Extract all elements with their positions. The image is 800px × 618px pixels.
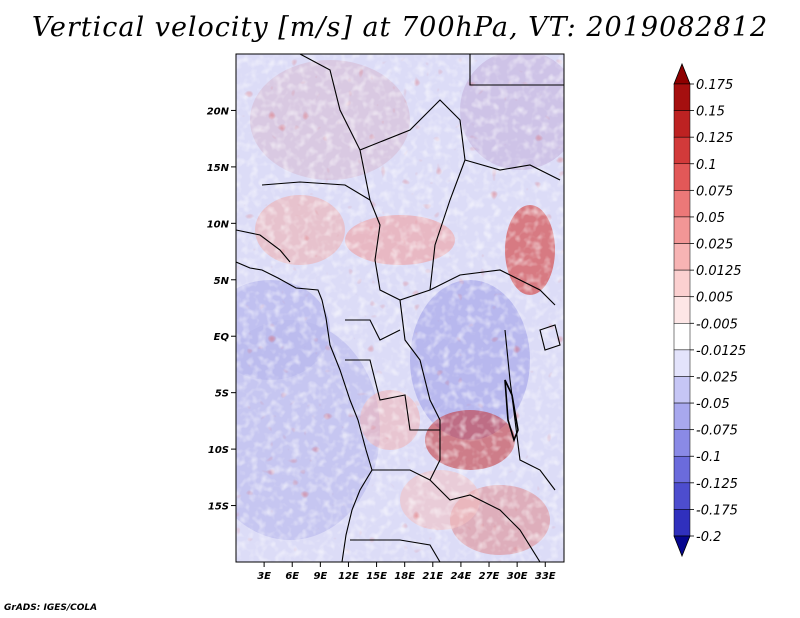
colorbar-label: -0.2: [696, 530, 721, 545]
lat-tick-label: 10S: [208, 445, 229, 456]
lon-tick-label: 18E: [394, 571, 415, 582]
colorbar-label: 0.075: [696, 184, 733, 199]
lon-tick-label: 21E: [422, 571, 443, 582]
border: [299, 54, 371, 201]
lon-tick-label: 6E: [285, 571, 299, 582]
colorbar-label: -0.025: [696, 370, 738, 385]
colorbar-label: -0.005: [696, 317, 738, 332]
colorbar-swatch: [673, 190, 691, 218]
lat-tick-label: 15N: [207, 163, 230, 174]
lon-tick-label: 24E: [451, 571, 472, 582]
lon-tick-label: 3E: [257, 571, 271, 582]
colorbar-label: -0.125: [696, 477, 738, 492]
colorbar-label: 0.005: [696, 291, 733, 306]
colorbar-swatch: [673, 243, 691, 271]
map-title: Vertical velocity [m/s] at 700hPa, VT: 2…: [31, 12, 769, 43]
colorbar-label: 0.1: [696, 158, 717, 173]
colorbar-label: 0.0125: [696, 264, 742, 279]
colorbar-swatch: [673, 323, 691, 351]
colorbar-swatch: [673, 163, 691, 191]
border: [464, 159, 561, 181]
colorbar-label: -0.05: [696, 397, 730, 412]
lon-tick-label: 15E: [366, 571, 387, 582]
border: [236, 229, 291, 263]
colorbar-swatch: [673, 376, 691, 404]
colorbar-swatch: [673, 349, 691, 377]
border: [359, 99, 466, 291]
colorbar-swatch: [673, 402, 691, 430]
lon-tick-label: 33E: [535, 571, 556, 582]
colorbar-swatch: [673, 269, 691, 297]
colorbar-swatch: [673, 455, 691, 484]
border: [261, 181, 556, 306]
lake: [539, 324, 561, 351]
colorbar-swatch: [673, 110, 691, 138]
colorbar-label: 0.05: [696, 211, 725, 226]
colorbar-swatch: [673, 482, 691, 510]
lat-tick-label: 15S: [208, 502, 229, 513]
lon-tick-label: 12E: [338, 571, 359, 582]
border: [345, 359, 440, 431]
lat-tick-label: 10N: [207, 219, 230, 230]
colorbar-label: 0.15: [696, 105, 725, 120]
colorbar-label: 0.175: [696, 78, 733, 93]
colorbar-swatch: [673, 83, 691, 111]
lon-tick-label: 9E: [313, 571, 327, 582]
contour-field: [236, 54, 564, 562]
border: [345, 319, 401, 341]
credit-label: GrADS: IGES/COLA: [4, 603, 98, 613]
border: [350, 539, 441, 562]
colorbar-legend: 0.175 0.15 0.125 0.1 0.075 0.05 0.025 0.0125 0.0…: [673, 62, 746, 558]
colorbar-swatch: [673, 429, 691, 457]
border: [469, 54, 564, 86]
colorbar-label: -0.075: [696, 424, 738, 439]
lat-tick-label: 5S: [215, 389, 229, 400]
lon-tick-label: 30E: [507, 571, 528, 582]
colorbar-label: 0.125: [696, 131, 733, 146]
border: [504, 329, 556, 491]
coastline: [236, 261, 373, 562]
plot-frame: [235, 53, 565, 563]
border: [399, 299, 541, 562]
lake: [504, 379, 519, 443]
border: [372, 469, 431, 481]
colorbar-label: -0.0125: [696, 344, 746, 359]
lat-tick-label: EQ: [214, 332, 230, 343]
colorbar-swatch: [673, 136, 691, 165]
lon-tick-label: 27E: [479, 571, 500, 582]
lat-tick-label: 20N: [207, 106, 230, 117]
colorbar-bottom-arrow: [673, 535, 691, 558]
colorbar-swatch: [673, 509, 691, 537]
colorbar-label: -0.175: [696, 503, 738, 518]
colorbar-swatch: [673, 296, 691, 324]
colorbar-label: 0.025: [696, 238, 733, 253]
lat-tick-label: 5N: [214, 276, 230, 287]
colorbar-swatch: [673, 216, 691, 244]
colorbar-top-arrow: [673, 62, 691, 85]
colorbar-label: -0.1: [696, 450, 721, 465]
axis-ticks: 3E 6E 9E 12E 15E 18E 21E 24E 27E 30E 33E 20N 15N 10N 5…: [207, 106, 556, 582]
political-boundaries: [236, 54, 564, 562]
